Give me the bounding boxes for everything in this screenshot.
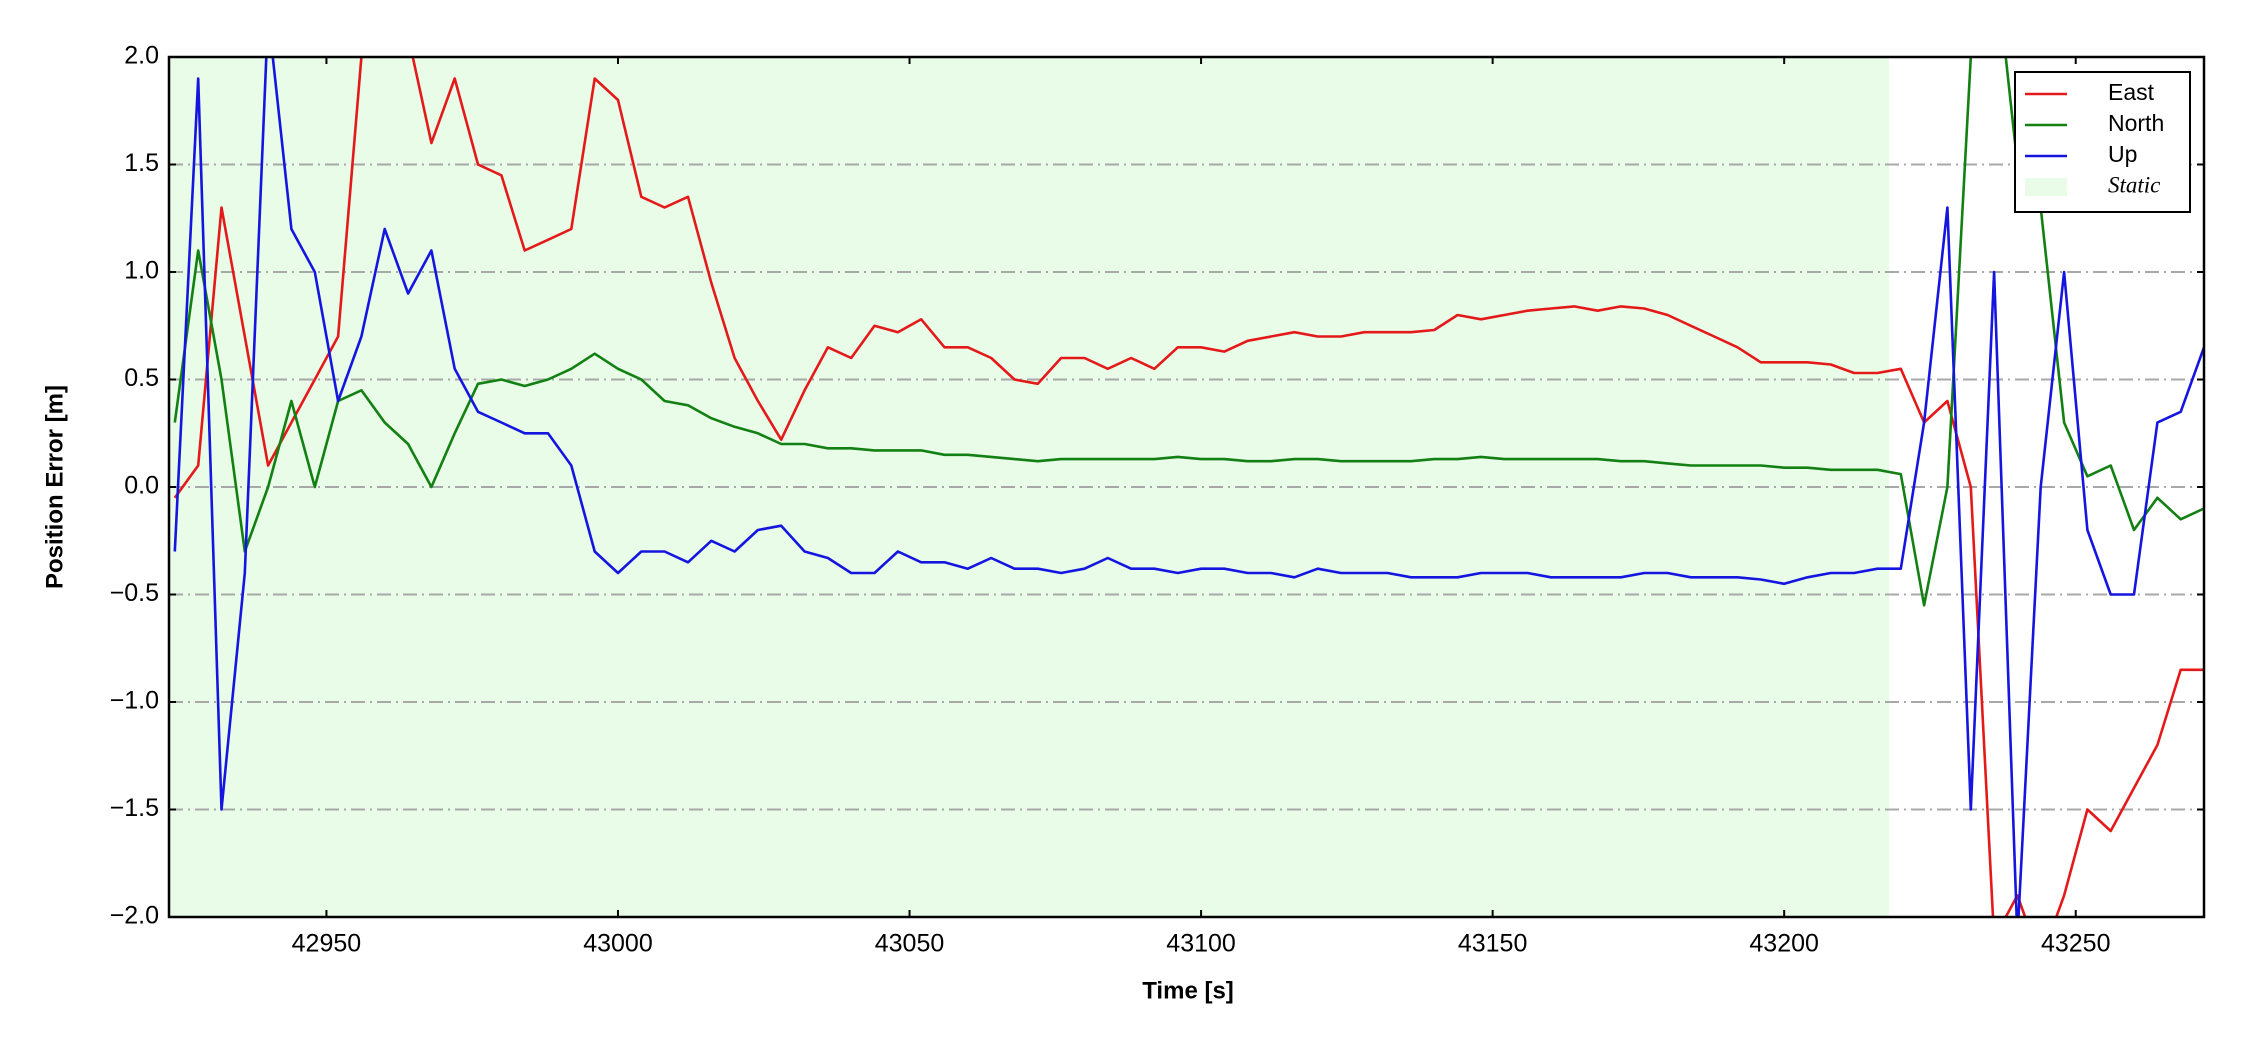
y-tick-label: −1.0 [110,687,159,715]
series-line [173,57,2204,917]
y-tick-label: −0.5 [110,579,159,607]
legend-label: North [2108,110,2164,136]
plot-lines [173,57,2204,917]
y-axis-title: Position Error [m] [41,385,68,589]
series-line [173,57,2204,917]
y-tick-label: 1.5 [124,149,159,177]
y-tick-label: −1.5 [110,794,159,822]
series-line [173,57,2204,607]
legend-label: East [2108,79,2155,105]
y-tick-label: 2.0 [124,42,159,70]
legend-label: Up [2108,141,2137,167]
legend-label: Static [2108,172,2160,197]
y-tick-label: 0.0 [124,472,159,500]
x-axis-title: Time [s] [1142,977,1234,1004]
y-tick-label: −2.0 [110,902,159,930]
x-tick-label: 43250 [2041,930,2111,958]
x-tick-label: 42950 [292,930,362,958]
legend-swatch [2025,178,2067,196]
plot-frame [167,55,2206,919]
x-tick-label: 43050 [875,930,945,958]
y-tick-label: 1.0 [124,257,159,285]
x-tick-label: 43150 [1458,930,1528,958]
x-tick-label: 43100 [1166,930,1236,958]
y-tick-label: 0.5 [124,364,159,392]
x-tick-label: 43200 [1749,930,1819,958]
x-tick-label: 43000 [583,930,653,958]
